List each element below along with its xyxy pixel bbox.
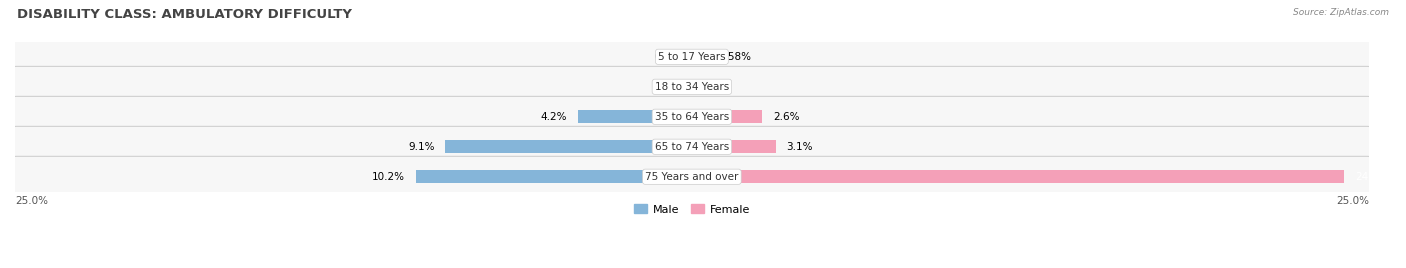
Text: 65 to 74 Years: 65 to 74 Years — [655, 142, 728, 152]
FancyBboxPatch shape — [15, 165, 1369, 189]
Text: 75 Years and over: 75 Years and over — [645, 172, 738, 182]
FancyBboxPatch shape — [7, 66, 1376, 107]
Text: 24.1%: 24.1% — [1355, 172, 1388, 182]
Text: 25.0%: 25.0% — [15, 196, 48, 206]
FancyBboxPatch shape — [7, 156, 1376, 197]
Bar — [692, 140, 776, 153]
Text: 9.1%: 9.1% — [408, 142, 434, 152]
FancyBboxPatch shape — [15, 105, 1369, 129]
Text: 35 to 64 Years: 35 to 64 Years — [655, 112, 728, 122]
Text: 18 to 34 Years: 18 to 34 Years — [655, 82, 728, 92]
Text: 3.1%: 3.1% — [786, 142, 813, 152]
FancyBboxPatch shape — [7, 36, 1376, 77]
Text: 0.0%: 0.0% — [703, 82, 728, 92]
Bar — [692, 50, 707, 63]
Bar — [416, 170, 692, 183]
Text: DISABILITY CLASS: AMBULATORY DIFFICULTY: DISABILITY CLASS: AMBULATORY DIFFICULTY — [17, 8, 352, 21]
Text: 5 to 17 Years: 5 to 17 Years — [658, 52, 725, 62]
Text: 0.0%: 0.0% — [655, 82, 681, 92]
Bar — [578, 110, 692, 123]
Text: 4.2%: 4.2% — [541, 112, 568, 122]
Bar — [692, 170, 1344, 183]
Legend: Male, Female: Male, Female — [630, 200, 754, 219]
FancyBboxPatch shape — [7, 126, 1376, 167]
Text: 25.0%: 25.0% — [1336, 196, 1369, 206]
FancyBboxPatch shape — [15, 45, 1369, 69]
Text: Source: ZipAtlas.com: Source: ZipAtlas.com — [1294, 8, 1389, 17]
Text: 10.2%: 10.2% — [371, 172, 405, 182]
Bar — [692, 110, 762, 123]
Text: 2.6%: 2.6% — [773, 112, 800, 122]
Text: 0.58%: 0.58% — [718, 52, 751, 62]
Bar — [446, 140, 692, 153]
FancyBboxPatch shape — [15, 135, 1369, 159]
Text: 0.0%: 0.0% — [655, 52, 681, 62]
FancyBboxPatch shape — [7, 96, 1376, 137]
FancyBboxPatch shape — [15, 75, 1369, 99]
